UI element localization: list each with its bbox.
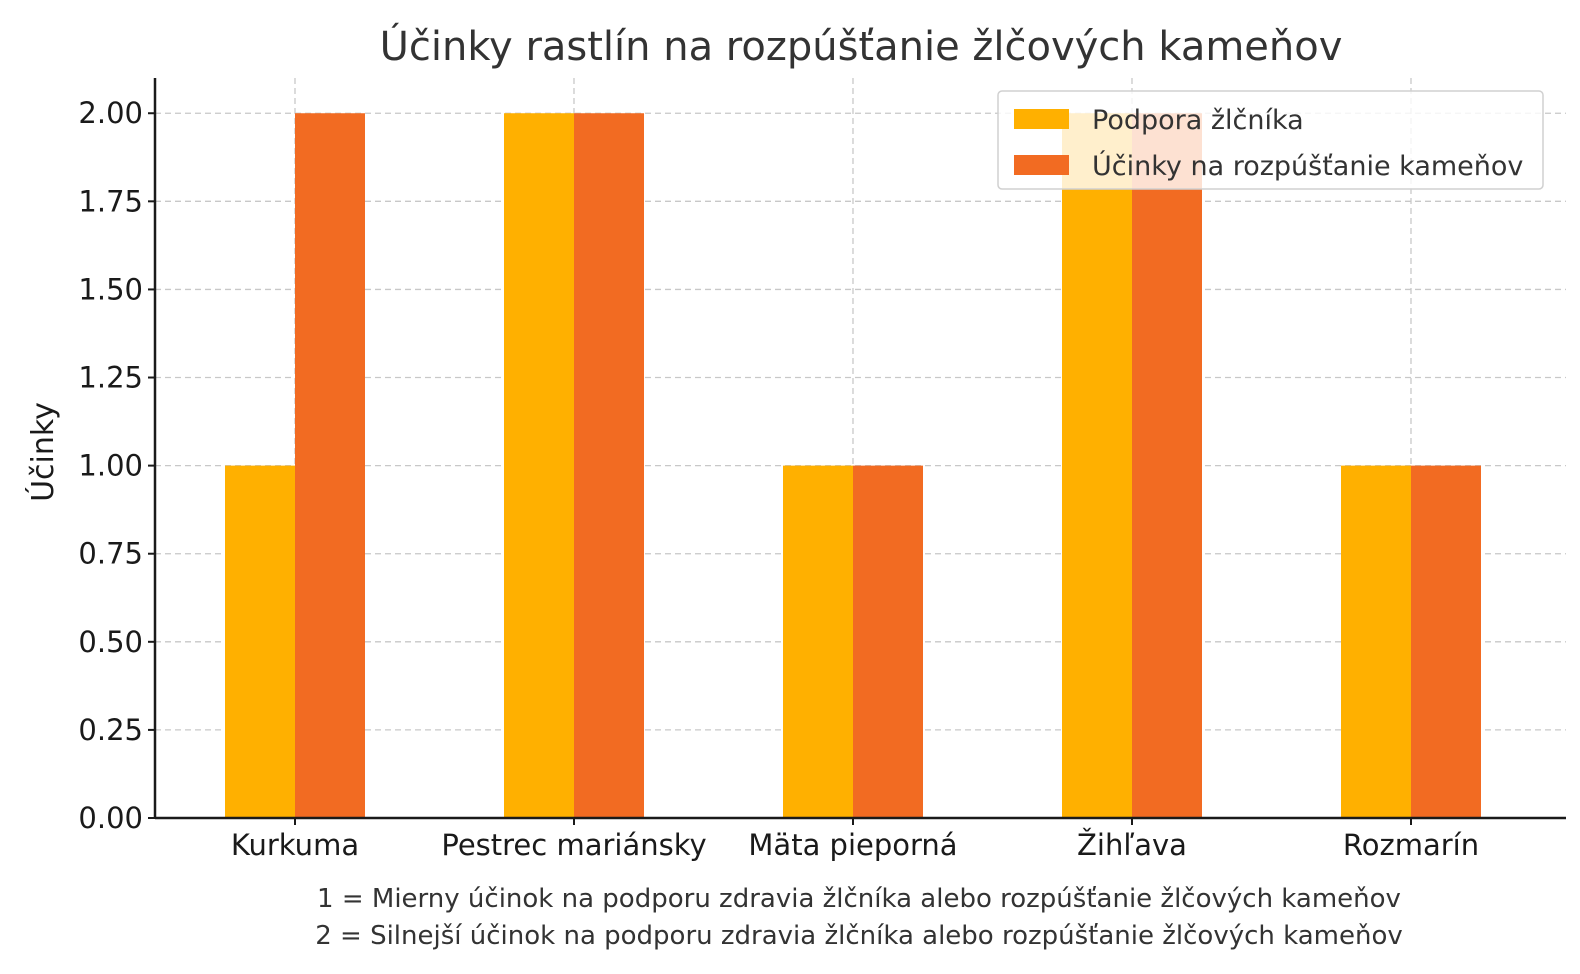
bar-stone-dissolving <box>1132 113 1202 818</box>
chart-title: Účinky rastlín na rozpúšťanie žlčových k… <box>380 22 1343 70</box>
footnote: 2 = Silnejší účinok na podporu zdravia ž… <box>315 921 1403 951</box>
bar-gallbladder-support <box>1062 113 1132 818</box>
legend-label: Podpora žlčníka <box>1092 105 1304 136</box>
y-tick-label: 0.50 <box>78 625 143 659</box>
x-tick-label: Pestrec mariánsky <box>441 828 706 862</box>
y-tick-label: 2.00 <box>78 96 143 130</box>
legend-label: Účinky na rozpúšťanie kameňov <box>1092 150 1523 182</box>
x-tick-label: Žihľava <box>1077 828 1187 862</box>
y-tick-label: 0.00 <box>78 801 143 835</box>
bar-gallbladder-support <box>783 465 853 818</box>
y-tick-label: 0.75 <box>78 537 143 571</box>
y-tick-label: 0.25 <box>78 713 143 747</box>
footnote: 1 = Mierny účinok na podporu zdravia žlč… <box>317 884 1401 914</box>
bar-stone-dissolving <box>574 113 644 818</box>
y-axis-label: Účinky <box>24 402 61 502</box>
legend-swatch <box>1014 109 1069 129</box>
legend: Podpora žlčníka Účinky na rozpúšťanie kam… <box>997 90 1544 190</box>
bars <box>225 113 1481 818</box>
x-tick-label: Mäta pieporná <box>748 828 957 862</box>
bar-gallbladder-support <box>225 465 295 818</box>
y-tick-label: 1.25 <box>78 361 143 395</box>
bar-stone-dissolving <box>1411 465 1481 818</box>
bar-gallbladder-support <box>504 113 574 818</box>
x-tick-label: Kurkuma <box>231 828 359 862</box>
x-tick-label: Rozmarín <box>1343 828 1479 862</box>
footnotes: 1 = Mierny účinok na podporu zdravia žlč… <box>315 884 1403 951</box>
tick-labels: 0.00 0.25 0.50 0.75 1.00 1.25 1.50 1.75 2.00 Kurk… <box>78 96 1479 862</box>
bar-stone-dissolving <box>295 113 365 818</box>
bar-gallbladder-support <box>1341 465 1411 818</box>
y-tick-label: 1.00 <box>78 449 143 483</box>
y-tick-label: 1.75 <box>78 184 143 218</box>
bar-stone-dissolving <box>853 465 923 818</box>
y-tick-label: 1.50 <box>78 272 143 306</box>
legend-swatch <box>1014 155 1069 175</box>
legend-box <box>997 90 1544 190</box>
